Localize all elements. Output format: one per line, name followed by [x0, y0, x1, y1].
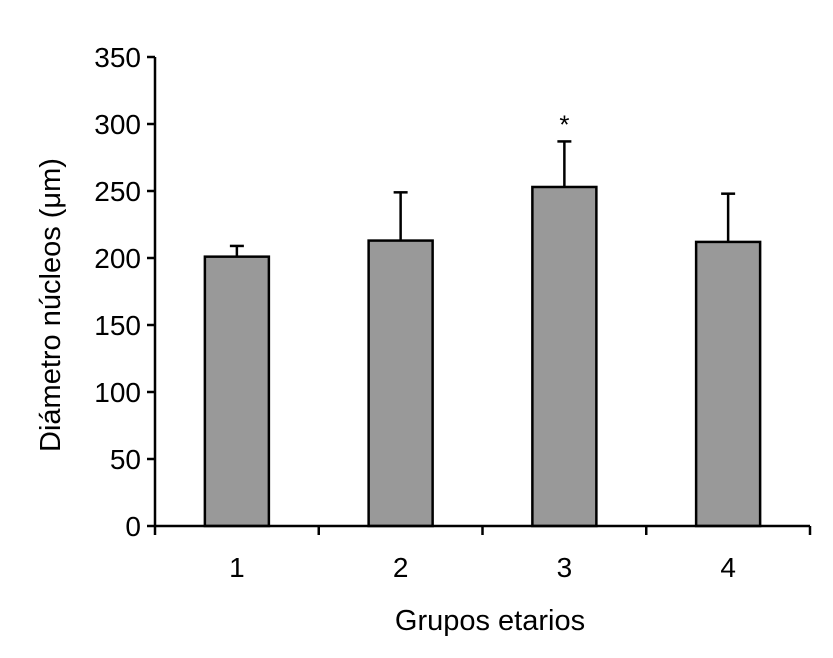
x-tick-label: 2 — [393, 552, 409, 583]
x-tick-label: 4 — [720, 552, 736, 583]
error-bars-layer — [229, 140, 736, 257]
bar-4 — [694, 240, 762, 528]
x-tick-label: 1 — [229, 552, 245, 583]
y-tick-label: 0 — [125, 511, 141, 542]
y-tick-label: 200 — [94, 243, 141, 274]
significance-marker: * — [559, 109, 569, 139]
bar-1 — [203, 255, 271, 528]
x-axis-title: Grupos etarios — [395, 605, 585, 637]
y-tick-label: 350 — [94, 42, 141, 73]
bar-3 — [531, 185, 598, 528]
axes-layer — [147, 55, 812, 535]
y-axis-title: Diámetro núcleos (μm) — [35, 158, 67, 452]
labels-layer: * 0 50 100 150 200 250 300 350 1 2 3 4 — [94, 42, 736, 583]
y-tick-label: 100 — [94, 377, 141, 408]
y-tick-label: 50 — [110, 444, 141, 475]
y-tick-label: 250 — [94, 176, 141, 207]
bars-layer — [203, 185, 762, 528]
bar-2 — [367, 239, 434, 528]
y-tick-label: 300 — [94, 109, 141, 140]
x-tick-label: 3 — [557, 552, 573, 583]
y-tick-label: 150 — [94, 310, 141, 341]
